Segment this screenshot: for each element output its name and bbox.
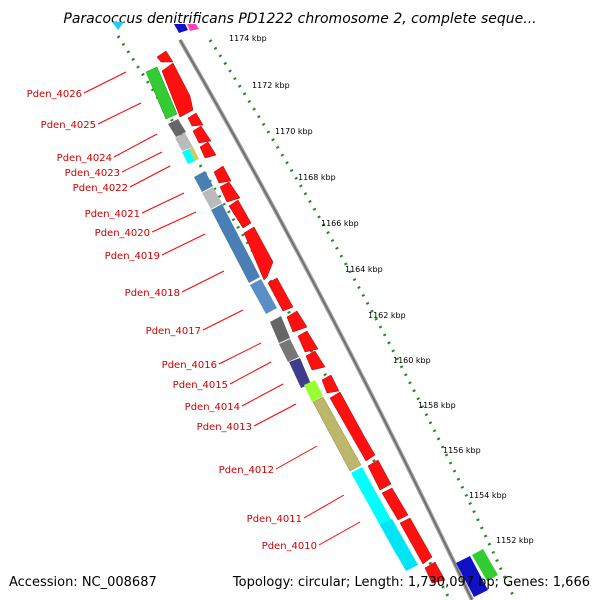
gene-label: Pden_4024 (57, 153, 112, 164)
tick-label: 1160 kbp (393, 356, 431, 365)
gene-4021-blue (194, 171, 213, 192)
gene-label: Pden_4017 (146, 326, 201, 337)
gene-4022-cyan (182, 149, 195, 164)
tick-label: 1174 kbp (229, 34, 267, 43)
forward-gene (267, 277, 294, 312)
accession-text: Accession: NC_008687 (9, 575, 157, 590)
top-pink-gene (187, 24, 199, 31)
scale-ticks: 1174 kbp 1172 kbp 1170 kbp 1168 kbp 1166… (229, 34, 534, 545)
leader-line (181, 270, 225, 293)
gene-4023-grey (175, 133, 193, 151)
gene-label: Pden_4020 (95, 228, 150, 239)
leader-line (202, 309, 244, 331)
forward-gene (243, 226, 274, 281)
gene-labels: Pden_4026 Pden_4025 Pden_4024 Pden_4023 … (27, 89, 317, 552)
tick-label: 1172 kbp (252, 81, 290, 90)
gene-label: Pden_4011 (247, 514, 302, 525)
gene-4022-olive (189, 147, 199, 161)
leader-line (129, 165, 171, 188)
gene-label: Pden_4019 (105, 251, 160, 262)
gene-label: Pden_4022 (73, 183, 128, 194)
forward-gene (286, 310, 308, 333)
forward-gene (329, 391, 376, 462)
leader-line (218, 342, 262, 365)
gene-label: Pden_4015 (173, 380, 228, 391)
leader-line (83, 71, 127, 94)
forward-gene (424, 561, 446, 584)
gene-4026-green (145, 66, 178, 120)
gene-label: Pden_4023 (65, 168, 120, 179)
gene-4018-blue (250, 279, 277, 314)
forward-gene (321, 374, 340, 394)
gene-label: Pden_4010 (262, 541, 317, 552)
leader-line (303, 494, 345, 519)
tick-label: 1168 kbp (298, 173, 336, 182)
gene-label: Pden_4021 (85, 209, 140, 220)
leader-line (161, 233, 206, 256)
gene-4019-blue (211, 204, 260, 283)
forward-gene (219, 181, 241, 203)
map-title: Paracoccus denitrificans PD1222 chromoso… (63, 11, 536, 27)
gene-4016-grey (279, 339, 299, 362)
leader-line (229, 361, 272, 385)
leader-line (151, 211, 197, 233)
tick-label: 1170 kbp (275, 127, 313, 136)
forward-gene (305, 350, 326, 371)
forward-gene (199, 141, 217, 159)
tick-label: 1164 kbp (345, 265, 383, 274)
top-cyan-fragment (112, 22, 124, 30)
forward-gene (399, 517, 433, 565)
leader-line (318, 521, 361, 546)
tick-label: 1156 kbp (443, 446, 481, 455)
tick-label: 1152 kbp (496, 536, 534, 545)
leader-line (97, 102, 142, 125)
forward-gene (367, 459, 392, 491)
gene-label: Pden_4026 (27, 89, 82, 100)
gene-label: Pden_4025 (41, 120, 96, 131)
leader-line (253, 403, 297, 427)
forward-gene (187, 112, 204, 127)
gene-4015-navy (289, 358, 311, 388)
gene-4017-dark (270, 316, 290, 343)
gene-4024-dark (168, 119, 186, 137)
forward-gene (213, 165, 232, 184)
gene-label: Pden_4016 (162, 360, 217, 371)
forward-gene (192, 125, 212, 144)
tick-label: 1162 kbp (368, 311, 406, 320)
tick-label: 1158 kbp (418, 401, 456, 410)
leader-line (121, 151, 163, 173)
bottom-blue-gene (456, 556, 488, 597)
gene-label: Pden_4013 (197, 422, 252, 433)
colored-genes (145, 66, 498, 597)
tick-label: 1154 kbp (469, 491, 507, 500)
forward-gene (228, 199, 252, 229)
leader-line (275, 445, 318, 470)
backbone-inner (179, 39, 473, 600)
leader-lines (83, 71, 361, 546)
forward-gene (156, 50, 174, 63)
forward-gene (161, 62, 194, 118)
gene-4013-khaki (312, 396, 362, 472)
leader-line (141, 192, 185, 214)
gene-4020-grey (202, 187, 222, 209)
top-blue-gene (174, 24, 188, 33)
gene-label: Pden_4012 (219, 465, 274, 476)
gene-4014-lime (304, 380, 323, 402)
forward-gene (381, 487, 409, 521)
topology-text: Topology: circular; Length: 1,730,097 bp… (232, 575, 590, 590)
forward-gene (297, 330, 319, 353)
forward-genes (156, 50, 446, 584)
leader-line (241, 383, 284, 407)
leader-line (113, 133, 158, 158)
gene-label: Pden_4014 (185, 402, 240, 413)
tick-label: 1166 kbp (321, 219, 359, 228)
bottom-green-gene (472, 549, 498, 581)
gene-label: Pden_4018 (125, 288, 180, 299)
gene-4010-cyan (380, 519, 418, 571)
